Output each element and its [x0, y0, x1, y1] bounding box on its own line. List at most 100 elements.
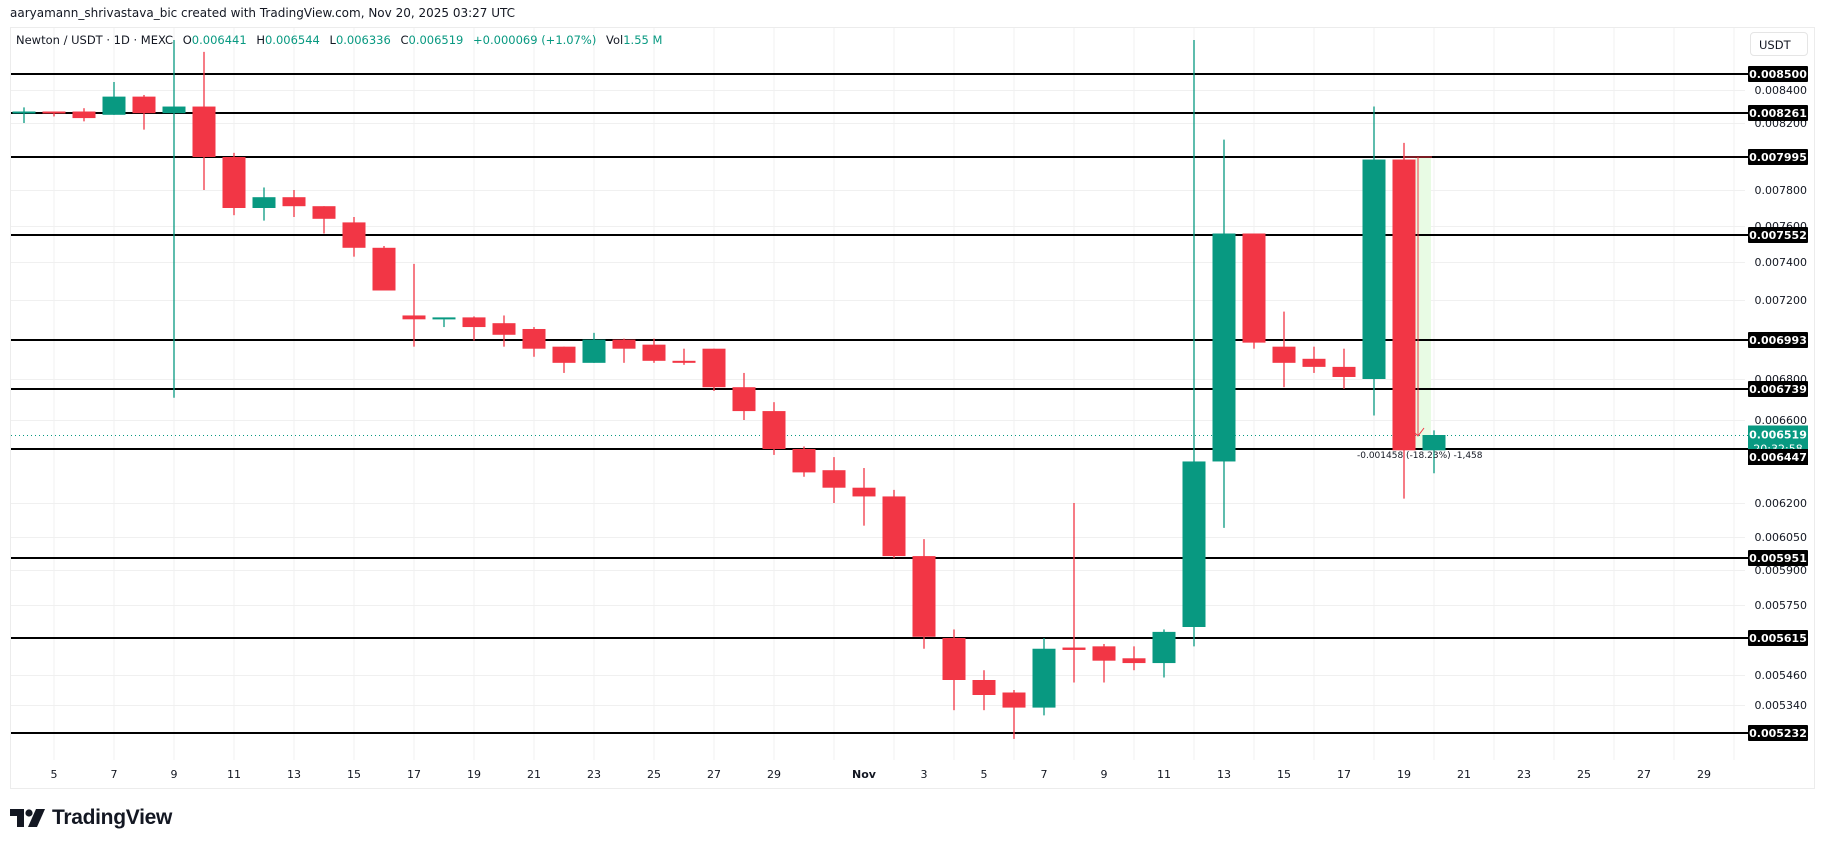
candle-down[interactable]: [1302, 358, 1326, 367]
tradingview-logo: TradingView: [10, 806, 172, 830]
level-price-label: 0.007995: [1749, 151, 1807, 164]
level-price-tag: [1748, 105, 1808, 121]
candle-down[interactable]: [222, 157, 246, 208]
candle-down[interactable]: [402, 315, 426, 320]
candle-down[interactable]: [1092, 646, 1116, 661]
legend-low: L0.006336: [329, 33, 391, 47]
measure-arrow-head: [1413, 427, 1425, 437]
level-price-label: 0.006739: [1749, 383, 1807, 396]
last-price-label: 0.006519: [1749, 429, 1807, 442]
candle-down[interactable]: [732, 387, 756, 412]
time-axis-tick: 29: [767, 768, 781, 781]
candle-up[interactable]: [1422, 435, 1446, 451]
price-axis-tick: 0.007200: [1755, 294, 1808, 307]
candle-down[interactable]: [72, 111, 96, 119]
candle-down[interactable]: [1002, 692, 1026, 708]
level-price-tag: [1748, 66, 1808, 82]
level-price-label: 0.005615: [1749, 632, 1807, 645]
time-axis-tick: 23: [587, 768, 601, 781]
candle-down[interactable]: [852, 487, 876, 497]
price-axis-tick: 0.005750: [1755, 599, 1808, 612]
candle-down[interactable]: [1242, 233, 1266, 343]
candle-down[interactable]: [372, 247, 396, 291]
price-axis-tick: 0.005460: [1755, 669, 1808, 682]
time-axis-tick: 9: [1101, 768, 1108, 781]
candle-down[interactable]: [822, 470, 846, 488]
price-axis-tick: 0.005900: [1755, 564, 1808, 577]
candle-down[interactable]: [1332, 366, 1356, 377]
time-axis-tick: 13: [287, 768, 301, 781]
time-axis-tick: 5: [981, 768, 988, 781]
time-axis-tick: 15: [347, 768, 361, 781]
time-axis-tick: 11: [227, 768, 241, 781]
candle-up[interactable]: [162, 106, 186, 114]
candle-down[interactable]: [492, 323, 516, 335]
candle-down[interactable]: [882, 496, 906, 557]
level-price-label: 0.005951: [1749, 552, 1807, 565]
level-price-label: 0.005232: [1749, 727, 1807, 740]
time-axis-tick: 5: [51, 768, 58, 781]
candle-down[interactable]: [192, 106, 216, 157]
candle-up[interactable]: [432, 317, 456, 320]
candle-down[interactable]: [942, 638, 966, 680]
time-axis-tick: 17: [407, 768, 421, 781]
candle-down[interactable]: [282, 197, 306, 207]
time-axis-tick: 23: [1517, 768, 1531, 781]
candle-up[interactable]: [1362, 159, 1386, 379]
price-axis-tick: 0.008400: [1755, 84, 1808, 97]
legend-change: +0.000069 (+1.07%): [473, 33, 597, 47]
candle-up[interactable]: [252, 197, 276, 208]
legend-high: H0.006544: [256, 33, 320, 47]
level-price-label: 0.008500: [1749, 68, 1807, 81]
time-axis-tick: 25: [1577, 768, 1591, 781]
candle-down[interactable]: [762, 411, 786, 449]
candle-down[interactable]: [552, 346, 576, 363]
time-axis-tick: 11: [1157, 768, 1171, 781]
price-axis-tick: 0.006600: [1755, 414, 1808, 427]
time-axis-tick: 29: [1697, 768, 1711, 781]
time-axis-tick: Nov: [852, 768, 877, 781]
candle-down[interactable]: [342, 222, 366, 248]
currency-button[interactable]: USDT: [1750, 32, 1808, 56]
symbol-title[interactable]: Newton / USDT · 1D · MEXC: [16, 33, 174, 47]
candle-down[interactable]: [612, 339, 636, 349]
candle-up[interactable]: [1182, 461, 1206, 627]
candle-up[interactable]: [1152, 631, 1176, 664]
candle-down[interactable]: [312, 206, 336, 219]
price-axis-tick: 0.005340: [1755, 699, 1808, 712]
price-axis-tick: 0.007400: [1755, 256, 1808, 269]
candle-up[interactable]: [582, 339, 606, 363]
level-price-tag: [1748, 725, 1808, 741]
candle-down[interactable]: [462, 317, 486, 328]
level-price-tag: [1748, 227, 1808, 243]
candle-down[interactable]: [1122, 658, 1146, 664]
measure-label: -0.001458 (-18.23%) -1,458: [1357, 451, 1483, 461]
candle-down[interactable]: [1272, 346, 1296, 363]
candle-down[interactable]: [792, 449, 816, 473]
time-axis-tick: 21: [1457, 768, 1471, 781]
time-axis-tick: 7: [111, 768, 118, 781]
time-axis-tick: 27: [1637, 768, 1651, 781]
candle-down[interactable]: [642, 344, 666, 361]
candle-down[interactable]: [1062, 647, 1086, 650]
time-axis-tick: 19: [467, 768, 481, 781]
legend-open: O0.006441: [182, 33, 247, 47]
candle-up[interactable]: [12, 111, 36, 114]
candle-down[interactable]: [1392, 159, 1416, 451]
candle-down[interactable]: [42, 111, 66, 114]
candle-down[interactable]: [522, 328, 546, 349]
candle-up[interactable]: [1212, 233, 1236, 462]
time-axis-tick: 13: [1217, 768, 1231, 781]
candle-down[interactable]: [912, 556, 936, 637]
time-axis-tick: 17: [1337, 768, 1351, 781]
candle-up[interactable]: [1032, 648, 1056, 708]
candle-down[interactable]: [672, 360, 696, 363]
candle-up[interactable]: [102, 96, 126, 115]
level-price-tag: [1748, 550, 1808, 566]
candle-down[interactable]: [702, 348, 726, 388]
candle-down[interactable]: [132, 96, 156, 114]
candle-down[interactable]: [972, 680, 996, 695]
tradingview-wordmark: TradingView: [52, 806, 173, 829]
time-axis-tick: 25: [647, 768, 661, 781]
